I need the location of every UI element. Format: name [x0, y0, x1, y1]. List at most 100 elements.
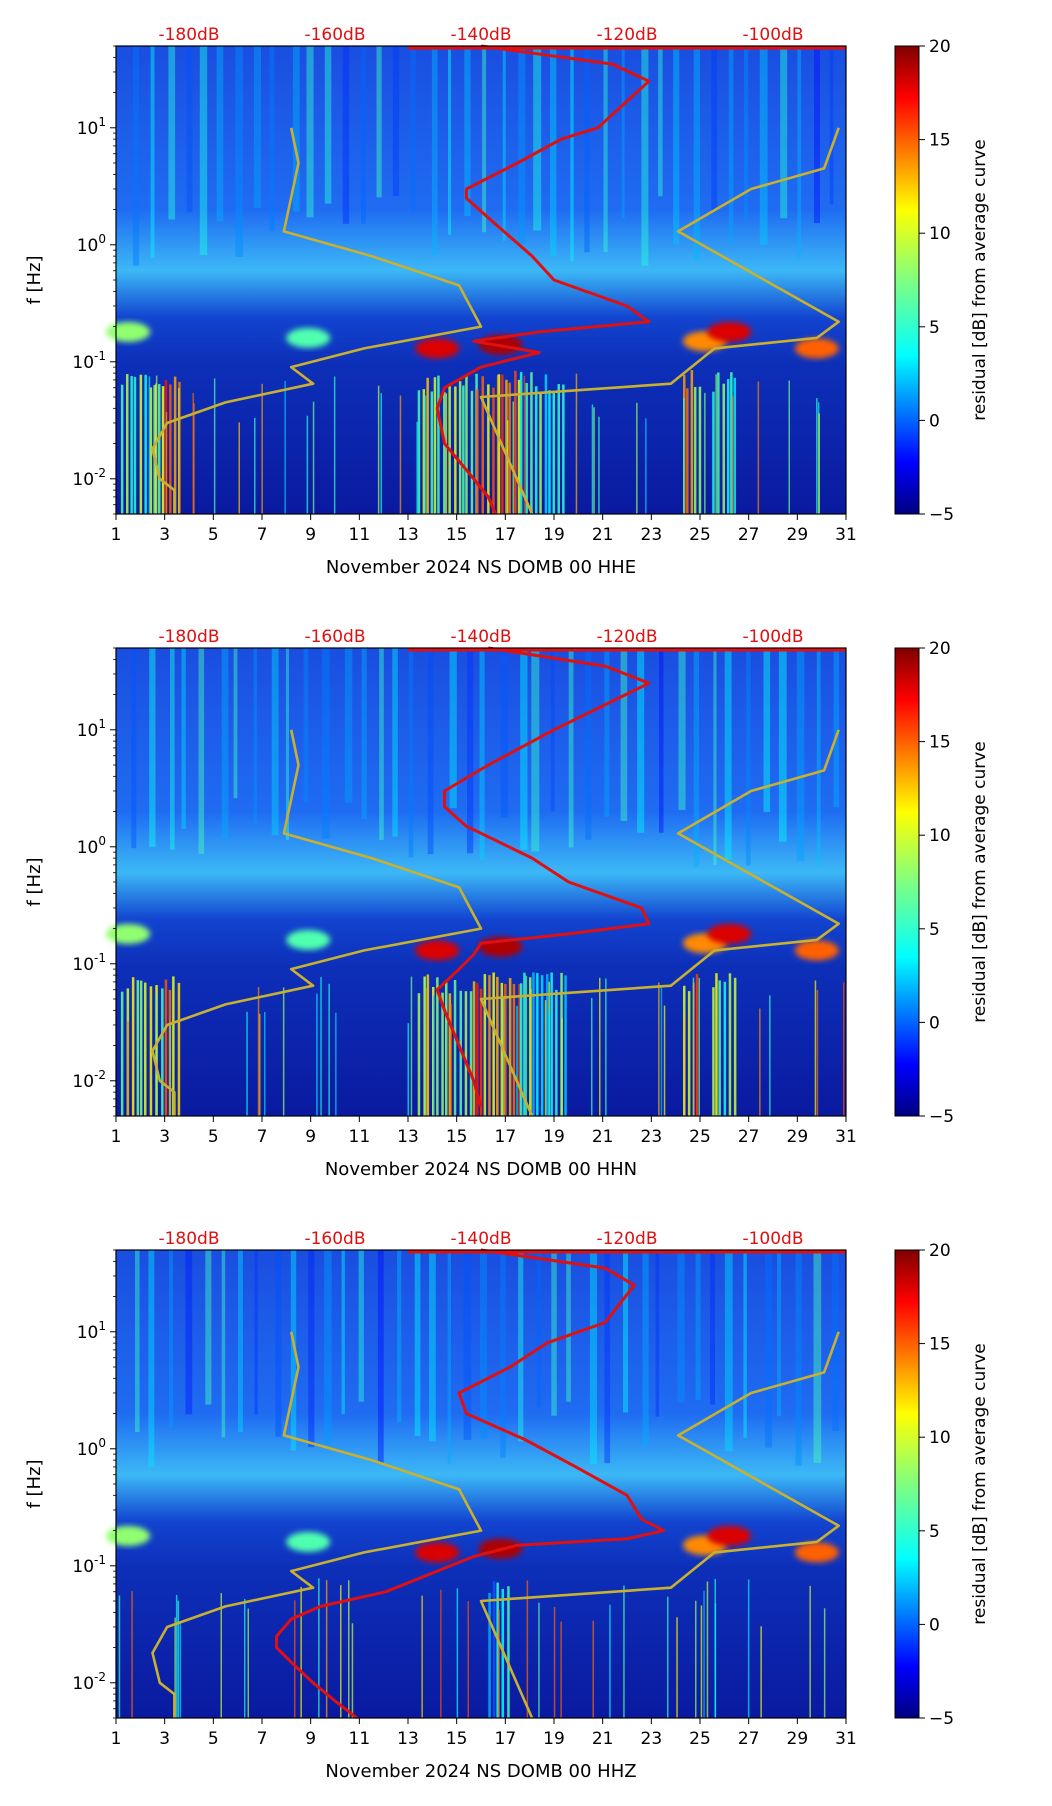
heatmap-spike [516, 1005, 518, 1116]
top-db-label: -180dB [158, 25, 219, 45]
heatmap-streak [531, 648, 540, 852]
heatmap-band [492, 387, 495, 514]
y-axis-label-hhz: f [Hz] [24, 1459, 45, 1508]
heatmap-streak [170, 648, 175, 850]
heatmap-band [733, 977, 737, 1116]
heatmap-spike [300, 1586, 302, 1718]
heatmap-band [476, 389, 479, 514]
heatmap-streak [479, 648, 485, 861]
heatmap-spike [174, 1617, 176, 1718]
heatmap-band [496, 1582, 499, 1718]
x-tick-label: 3 [159, 525, 170, 545]
x-tick-label: 13 [397, 1729, 419, 1749]
heatmap-spike [257, 987, 260, 1116]
x-tick-label: 13 [397, 525, 419, 545]
heatmap-spike [747, 1579, 750, 1718]
heatmap-daily-streaks-hhe [132, 46, 834, 266]
heatmap-band [496, 976, 499, 1116]
heatmap-spike [809, 1585, 811, 1718]
heatmap-streak [816, 648, 821, 867]
x-tick-label: 23 [641, 525, 663, 545]
heatmap-blob [286, 327, 331, 348]
curves-hhn [151, 646, 846, 1117]
heatmap-band [476, 982, 479, 1116]
heatmap-spike [553, 1607, 556, 1718]
heatmap-spike [238, 422, 240, 514]
heatmap-streak [324, 1250, 332, 1445]
heatmap-spike [759, 1008, 761, 1116]
colorbar-hhn-scale [894, 647, 920, 1117]
heatmap-spike [220, 1593, 222, 1718]
heatmap-spike [692, 977, 695, 1116]
top-db-label: -100dB [742, 627, 803, 647]
heatmap-streak [743, 1250, 747, 1438]
heatmap-streak [205, 1250, 212, 1405]
noise-curve-hhn [435, 646, 651, 1108]
heatmap-streak [198, 648, 205, 854]
top-labels-hhz: -180dB -160dB -140dB -120dB -100dB [158, 1229, 803, 1249]
heatmap-band [492, 1581, 496, 1718]
heatmap-spike [561, 1018, 563, 1116]
heatmap-blob [106, 1525, 151, 1546]
heatmap-spike [605, 978, 607, 1116]
heatmap-lowfreq-bands-hhe [120, 370, 820, 514]
heatmap-streak [710, 1250, 715, 1405]
heatmap-spike [592, 1620, 594, 1718]
colorbar-tick-label: −5 [929, 1107, 954, 1127]
colorbar-label-hhe: residual [dB] from average curve [970, 139, 990, 420]
heatmap-band [458, 381, 462, 514]
heatmap-spike [548, 1011, 550, 1116]
heatmap-spike [177, 1600, 180, 1718]
heatmap-band [136, 980, 140, 1116]
heatmap-streak [148, 1250, 155, 1468]
heatmap-band [717, 372, 720, 514]
colorbar-tick-label: 20 [929, 1241, 951, 1261]
heatmap-band [139, 374, 143, 514]
y-tick-label: 101 [77, 115, 106, 139]
heatmap-band [504, 983, 507, 1116]
heatmap-spike [658, 982, 660, 1116]
heatmap-spike [175, 1594, 178, 1718]
heatmap-spike [118, 1595, 121, 1718]
heatmap-streak [533, 46, 542, 231]
x-tick-label: 31 [835, 1729, 857, 1749]
heatmap-streak [589, 1250, 597, 1464]
top-labels-hhn: -180dB -160dB -140dB -120dB -100dB [158, 627, 803, 647]
heatmap-band [158, 384, 161, 514]
y-ticks-hhn: 10-2 10-1 100 101 [72, 647, 116, 1117]
x-tick-label: 29 [787, 1729, 809, 1749]
heatmap-streak [285, 648, 289, 840]
colorbar-tick-label: 15 [929, 1335, 951, 1355]
heatmap-band [437, 375, 440, 514]
heatmap-spike [623, 1585, 625, 1718]
heatmap-streak [169, 1250, 173, 1428]
heatmap-band [472, 981, 476, 1116]
heatmap-streak [550, 46, 557, 257]
heatmap-band [695, 973, 699, 1116]
heatmap-band [417, 390, 421, 514]
heatmap-spike [246, 1011, 248, 1116]
x-tick-label: 21 [592, 1729, 614, 1749]
heatmap-spike [148, 376, 151, 514]
heatmap-band [483, 974, 487, 1116]
heatmap-streak [829, 46, 834, 205]
panel-hhz: 1 3 5 7 9 11 13 15 17 19 21 23 25 27 29 31 10-210-11001… [24, 1229, 990, 1782]
heatmap-streak [744, 46, 749, 219]
heatmap-streak [678, 648, 686, 810]
heatmap-streak [467, 648, 474, 854]
heatmap-spike [823, 1608, 826, 1718]
heatmap-blob [415, 940, 460, 961]
heatmap-streak [570, 46, 574, 262]
heatmap-streak [342, 46, 350, 224]
heatmap-band [508, 978, 512, 1116]
x-axis-label-hhe: November 2024 NS DOMB 00 HHE [326, 557, 636, 578]
heatmap-blob [415, 1542, 460, 1563]
heatmap-band [445, 981, 448, 1116]
x-tick-label: 21 [592, 1127, 614, 1147]
colorbar-tick-label: 0 [929, 1013, 940, 1033]
heatmap-spike [399, 395, 402, 514]
colorbar-hhn: −5 0 5 10 15 20 residual [dB] from average cu… [894, 639, 990, 1127]
heatmap-band [512, 983, 516, 1116]
x-tick-label: 1 [111, 525, 122, 545]
heatmap-streak [447, 1250, 451, 1465]
